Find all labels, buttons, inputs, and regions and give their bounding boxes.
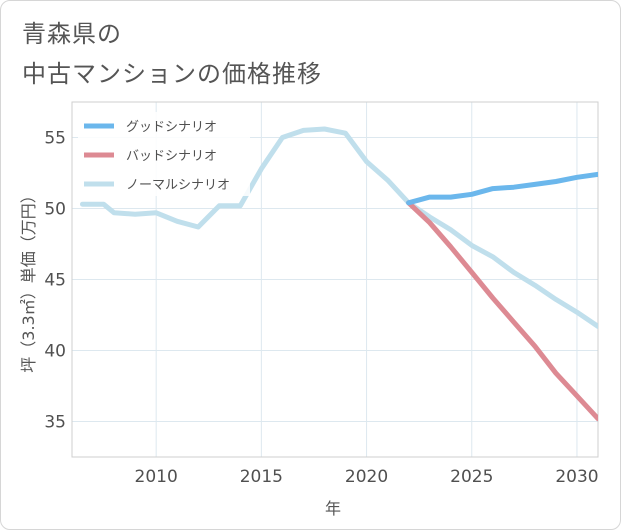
x-tick-label: 2020 xyxy=(345,467,388,487)
x-tick-label: 2025 xyxy=(450,467,493,487)
series-line-bad xyxy=(406,200,598,422)
series-line-good xyxy=(406,171,598,206)
plot-area-border xyxy=(71,101,599,458)
chart-title-line-2: 中古マンションの価格推移 xyxy=(22,60,322,88)
x-tick-label: 2030 xyxy=(555,467,598,487)
legend-label-normal: ノーマルシナリオ xyxy=(126,178,230,193)
y-tick-label: 40 xyxy=(44,342,66,362)
y-axis-title: 坪（3.3㎡）単価（万円） xyxy=(19,187,38,372)
series-line-normal xyxy=(80,126,598,329)
y-tick-label: 50 xyxy=(44,200,66,220)
tick-layer: 35 40 45 50 55 2010 2015 2020 2025 2030 xyxy=(44,129,598,488)
x-axis-title: 年 xyxy=(325,499,341,518)
x-tick-label: 2010 xyxy=(135,467,178,487)
y-tick-label: 55 xyxy=(44,129,66,149)
chart-title-line-1: 青森県の xyxy=(22,20,122,48)
series-layer xyxy=(80,126,598,422)
y-tick-label: 35 xyxy=(44,413,66,433)
legend-label-good: グッドシナリオ xyxy=(126,120,217,135)
y-tick-label: 45 xyxy=(44,271,66,291)
legend-label-bad: バッドシナリオ xyxy=(126,149,217,164)
x-tick-label: 2015 xyxy=(240,467,283,487)
legend: グッドシナリオ バッドシナリオ ノーマルシナリオ xyxy=(78,112,250,196)
